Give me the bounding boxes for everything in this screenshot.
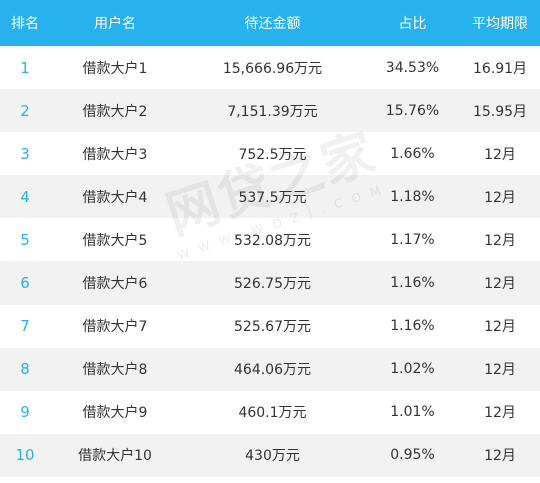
header-amount: 待还金额: [180, 0, 365, 46]
table-row: 8 借款大户8 464.06万元 1.02% 12月: [0, 347, 540, 391]
ratio-cell: 1.16%: [365, 261, 460, 305]
table-row: 2 借款大户2 7,151.39万元 15.76% 15.95月: [0, 89, 540, 133]
term-cell: 15.95月: [460, 89, 540, 133]
ratio-cell: 1.16%: [390, 318, 435, 335]
header-rank: 排名: [0, 0, 50, 46]
rank-cell: 3: [20, 144, 30, 163]
table-row: 9 借款大户9 460.1万元 1.01% 12月: [0, 391, 540, 434]
term-cell: 12月: [460, 347, 540, 391]
rank-cell: 5: [20, 230, 30, 249]
ratio-cell: 1.02%: [365, 347, 460, 391]
rank-cell: 2: [0, 89, 50, 133]
user-cell: 借款大户2: [50, 89, 180, 133]
term-cell: 12月: [460, 433, 540, 477]
ratio-cell: 1.17%: [390, 231, 435, 248]
header-user: 用户名: [50, 0, 180, 46]
table-row: 10 借款大户10 430万元 0.95% 12月: [0, 433, 540, 477]
term-cell: 16.91月: [472, 60, 528, 77]
ratio-cell: 0.95%: [365, 433, 460, 477]
header-ratio: 占比: [365, 0, 460, 46]
amount-cell: 460.1万元: [238, 405, 307, 422]
header-term: 平均期限: [460, 0, 540, 46]
rank-cell: 10: [0, 433, 50, 477]
rank-cell: 8: [0, 347, 50, 391]
rank-cell: 6: [0, 261, 50, 305]
table-header-row: 排名 用户名 待还金额 占比 平均期限: [0, 0, 540, 46]
term-cell: 12月: [484, 146, 516, 163]
user-cell: 借款大户8: [50, 347, 180, 391]
amount-cell: 15,666.96万元: [222, 60, 323, 77]
amount-cell: 464.06万元: [180, 347, 365, 391]
user-cell: 借款大户3: [82, 146, 148, 163]
table-row: 5 借款大户5 532.08万元 1.17% 12月: [0, 218, 540, 261]
rank-cell: 9: [20, 403, 30, 422]
amount-cell: 532.08万元: [234, 232, 311, 249]
amount-cell: 526.75万元: [180, 261, 365, 305]
rank-cell: 1: [20, 58, 30, 77]
table-row: 3 借款大户3 752.5万元 1.66% 12月: [0, 132, 540, 175]
user-cell: 借款大户6: [50, 261, 180, 305]
user-cell: 借款大户9: [82, 405, 148, 422]
table-row: 1 借款大户1 15,666.96万元 34.53% 16.91月: [0, 46, 540, 89]
ratio-cell: 1.01%: [390, 404, 435, 421]
term-cell: 12月: [484, 405, 516, 422]
table-row: 7 借款大户7 525.67万元 1.16% 12月: [0, 305, 540, 348]
user-cell: 借款大户4: [50, 175, 180, 219]
table-row: 6 借款大户6 526.75万元 1.16% 12月: [0, 261, 540, 305]
amount-cell: 537.5万元: [180, 175, 365, 219]
user-cell: 借款大户5: [82, 232, 148, 249]
amount-cell: 525.67万元: [234, 319, 311, 336]
term-cell: 12月: [460, 261, 540, 305]
ratio-cell: 1.66%: [390, 145, 435, 162]
table-row: 4 借款大户4 537.5万元 1.18% 12月: [0, 175, 540, 219]
amount-cell: 752.5万元: [238, 146, 307, 163]
amount-cell: 7,151.39万元: [180, 89, 365, 133]
rank-cell: 4: [0, 175, 50, 219]
term-cell: 12月: [484, 319, 516, 336]
user-cell: 借款大户1: [82, 60, 148, 77]
user-cell: 借款大户7: [82, 319, 148, 336]
rank-cell: 7: [20, 317, 30, 336]
term-cell: 12月: [484, 232, 516, 249]
ratio-cell: 15.76%: [365, 89, 460, 133]
amount-cell: 430万元: [180, 433, 365, 477]
ratio-cell: 1.18%: [365, 175, 460, 219]
term-cell: 12月: [460, 175, 540, 219]
ratio-cell: 34.53%: [385, 59, 440, 76]
user-cell: 借款大户10: [50, 433, 180, 477]
